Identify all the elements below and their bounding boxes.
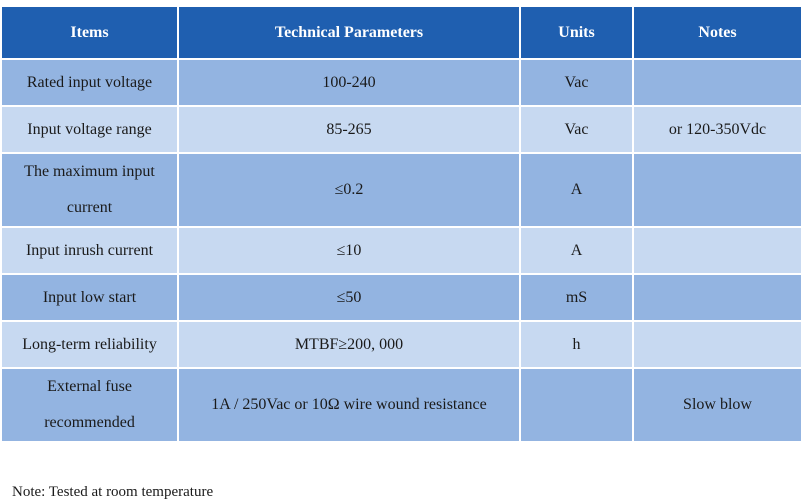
unit-cell: Vac	[519, 105, 634, 154]
unit-cell: h	[519, 320, 634, 369]
empty-cell	[632, 226, 803, 275]
footnote: Note: Tested at room temperature	[12, 484, 214, 500]
empty-cell	[519, 367, 634, 443]
parameter-cell: ≤10	[177, 226, 521, 275]
item-cell: Long-term reliability	[0, 320, 179, 369]
parameter-cell: 85-265	[177, 105, 521, 154]
table-row: Input low start ≤50 mS	[0, 273, 803, 322]
table-row: Input inrush current ≤10 A	[0, 226, 803, 275]
parameter-cell: MTBF≥200, 000	[177, 320, 521, 369]
unit-cell: A	[519, 152, 634, 228]
unit-cell: mS	[519, 273, 634, 322]
note-cell: or 120-350Vdc	[632, 105, 803, 154]
parameter-cell: 100-240	[177, 58, 521, 107]
item-cell: External fuse recommended	[0, 367, 179, 443]
empty-cell	[632, 152, 803, 228]
item-cell: Input low start	[0, 273, 179, 322]
parameter-cell: ≤50	[177, 273, 521, 322]
header-row: Items Technical Parameters Units Notes	[0, 5, 803, 60]
parameter-cell: ≤0.2	[177, 152, 521, 228]
table-row: Rated input voltage 100-240 Vac	[0, 58, 803, 107]
header-cell: Units	[519, 5, 634, 60]
unit-cell: Vac	[519, 58, 634, 107]
table-row: Long-term reliability MTBF≥200, 000 h	[0, 320, 803, 369]
empty-cell	[632, 58, 803, 107]
unit-cell: A	[519, 226, 634, 275]
empty-cell	[632, 320, 803, 369]
table-body: Rated input voltage 100-240 Vac Input volta…	[0, 58, 803, 443]
header-cell: Items	[0, 5, 179, 60]
table-row: The maximum input current ≤0.2 A	[0, 152, 803, 228]
item-cell: Input inrush current	[0, 226, 179, 275]
table-row: Input voltage range 85-265 Vac or 120-350Vd…	[0, 105, 803, 154]
spec-table: Items Technical Parameters Units Notes Rate…	[0, 5, 803, 443]
parameter-cell: 1A / 250Vac or 10Ω wire wound resistance	[177, 367, 521, 443]
table-row: External fuse recommended 1A / 250Vac or …	[0, 367, 803, 443]
empty-cell	[632, 273, 803, 322]
header-cell: Technical Parameters	[177, 5, 521, 60]
item-cell: Rated input voltage	[0, 58, 179, 107]
header-cell: Notes	[632, 5, 803, 60]
note-cell: Slow blow	[632, 367, 803, 443]
item-cell: The maximum input current	[0, 152, 179, 228]
item-cell: Input voltage range	[0, 105, 179, 154]
